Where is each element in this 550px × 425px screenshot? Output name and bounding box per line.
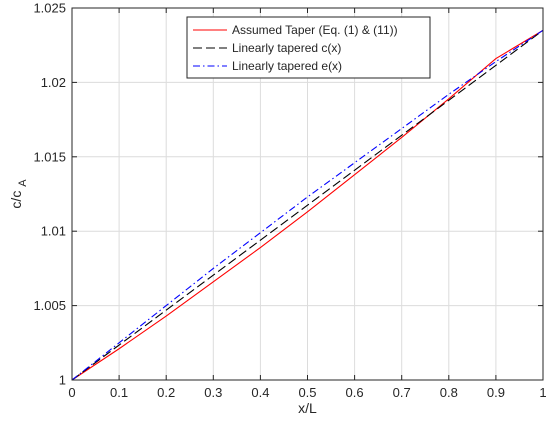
x-tick-label: 0.2 [157,385,175,400]
y-tick-label: 1 [59,373,66,388]
y-tick-label: 1.02 [41,75,66,90]
x-tick-label: 0.7 [393,385,411,400]
y-tick-label: 1.015 [33,149,66,164]
y-tick-labels: 1 1.005 1.01 1.015 1.02 1.025 [33,1,66,388]
legend-label: Linearly tapered e(x) [232,59,342,73]
x-tick-labels: 0 0.1 0.2 0.3 0.4 0.5 0.6 0.7 0.8 0.9 1 [68,385,546,400]
data-series [71,29,544,381]
y-axis-label-main: c/c [8,191,24,209]
legend-label: Linearly tapered c(x) [232,41,341,55]
y-tick-label: 1.025 [33,1,66,16]
x-tick-label: 0.5 [298,385,316,400]
x-tick-label: 0.9 [487,385,505,400]
legend-label: Assumed Taper (Eq. (1) & (11)) [232,23,398,37]
x-axis-label: x/L [298,400,317,416]
x-tick-label: 0.8 [440,385,458,400]
y-tick-label: 1.01 [41,224,66,239]
y-axis-label: c/c A [8,179,29,209]
axis-ticks [71,7,544,381]
series-line-1 [71,29,544,381]
series-line-2 [71,29,544,381]
x-tick-label: 1 [539,385,546,400]
x-tick-label: 0.4 [251,385,269,400]
legend: Assumed Taper (Eq. (1) & (11)) Linearly t… [186,16,431,79]
x-tick-label: 0 [68,385,75,400]
x-tick-label: 0.6 [346,385,364,400]
svg-text:c/c A: c/c A [8,179,29,209]
y-tick-label: 1.005 [33,298,66,313]
y-axis-label-subscript: A [17,179,29,187]
legend-box [186,16,431,79]
x-tick-label: 0.3 [204,385,222,400]
x-tick-label: 0.1 [110,385,128,400]
